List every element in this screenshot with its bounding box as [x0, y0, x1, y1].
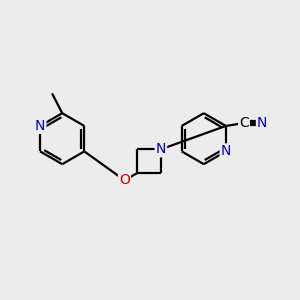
Text: N: N — [221, 144, 231, 158]
Text: N: N — [257, 116, 267, 130]
Text: N: N — [156, 142, 166, 156]
Text: O: O — [119, 173, 130, 187]
Text: C: C — [239, 116, 249, 130]
Text: N: N — [35, 119, 45, 133]
